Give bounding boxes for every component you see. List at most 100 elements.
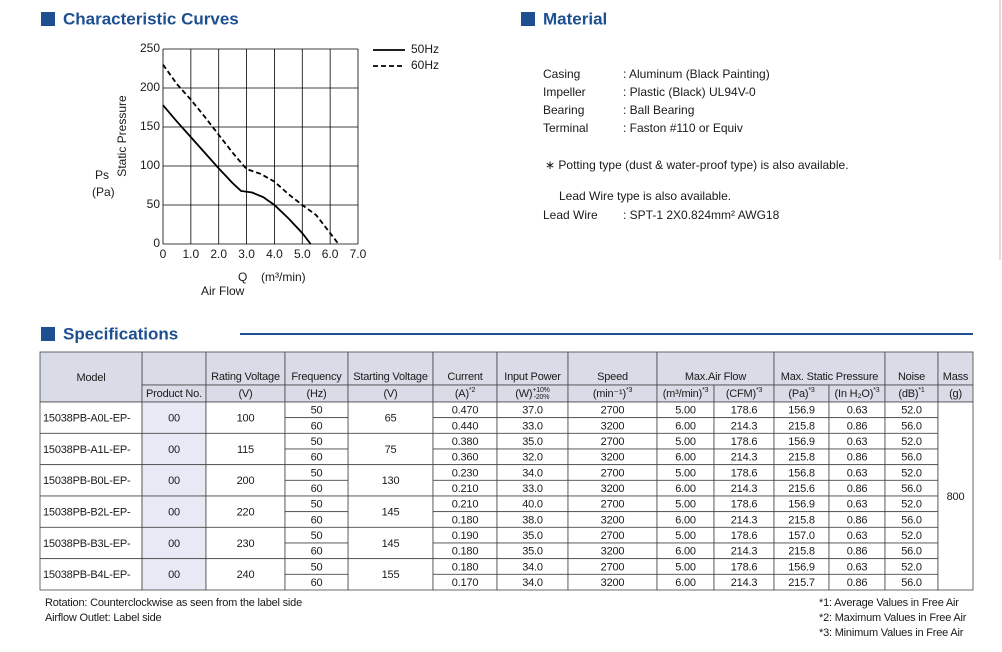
spec-value: 37.0 bbox=[522, 405, 543, 417]
table-header: Max. Static Pressure bbox=[781, 371, 879, 383]
spec-value: 56.0 bbox=[901, 514, 922, 526]
spec-value: 178.6 bbox=[731, 530, 758, 542]
spec-value: 34.0 bbox=[522, 577, 543, 589]
section-title: Characteristic Curves bbox=[63, 9, 239, 28]
spec-value: 6.00 bbox=[675, 420, 696, 432]
starting-voltage: 65 bbox=[385, 413, 397, 425]
spec-value: 0.180 bbox=[452, 561, 479, 573]
unit-text: (Hz) bbox=[307, 388, 327, 400]
table-cell bbox=[39, 558, 143, 591]
table-header: Frequency bbox=[291, 371, 342, 383]
spec-value: 56.0 bbox=[901, 420, 922, 432]
axis-label: Air Flow bbox=[201, 284, 245, 298]
spec-value: 0.180 bbox=[452, 514, 479, 526]
spec-value: 214.3 bbox=[731, 514, 758, 526]
table-cell bbox=[656, 351, 775, 386]
spec-value: 50 bbox=[311, 561, 323, 573]
unit-text: (Pa) bbox=[788, 388, 808, 400]
spec-value: 34.0 bbox=[522, 467, 543, 479]
series-line bbox=[162, 104, 312, 245]
rating-voltage: 200 bbox=[237, 475, 255, 487]
x-tick-label: 3.0 bbox=[238, 247, 255, 261]
spec-value: 0.63 bbox=[847, 561, 868, 573]
spec-value: 6.00 bbox=[675, 483, 696, 495]
spec-value: 5.00 bbox=[675, 467, 696, 479]
spec-value: 0.170 bbox=[452, 577, 479, 589]
table-header: Speed bbox=[597, 371, 628, 383]
x-tick-label: 4.0 bbox=[266, 247, 283, 261]
spec-value: 60 bbox=[311, 577, 323, 589]
unit-sup: *3 bbox=[808, 387, 815, 394]
spec-value: 178.6 bbox=[731, 467, 758, 479]
spec-value: 0.86 bbox=[847, 420, 868, 432]
spec-value: 0.190 bbox=[452, 530, 479, 542]
unit-sup: +10% bbox=[532, 387, 549, 394]
spec-value: 34.0 bbox=[522, 561, 543, 573]
spec-value: 214.3 bbox=[731, 420, 758, 432]
y-tick-label: 200 bbox=[140, 80, 160, 94]
axis-unit: (m³/min) bbox=[261, 270, 306, 284]
spec-value: 35.0 bbox=[522, 436, 543, 448]
spec-value: 33.0 bbox=[522, 420, 543, 432]
table-header: Input Power bbox=[504, 371, 561, 383]
table-cell bbox=[205, 432, 286, 466]
spec-value: 0.63 bbox=[847, 405, 868, 417]
spec-value: 0.63 bbox=[847, 436, 868, 448]
material-label: Impeller bbox=[543, 85, 586, 99]
spec-value: 6.00 bbox=[675, 514, 696, 526]
spec-value: 56.0 bbox=[901, 577, 922, 589]
spec-value: 0.360 bbox=[452, 452, 479, 464]
spec-value: 0.230 bbox=[452, 467, 479, 479]
spec-value: 215.8 bbox=[788, 546, 815, 558]
rating-voltage: 220 bbox=[237, 507, 255, 519]
spec-value: 2700 bbox=[601, 499, 625, 511]
material-value: : Aluminum (Black Painting) bbox=[623, 67, 770, 81]
material-note: ∗ Potting type (dust & water-proof type)… bbox=[545, 158, 849, 172]
y-tick-label: 0 bbox=[153, 236, 160, 250]
spec-value: 56.0 bbox=[901, 483, 922, 495]
section-marker bbox=[41, 327, 55, 341]
legend-label: 60Hz bbox=[411, 58, 439, 72]
table-unit: (A)*2 bbox=[455, 387, 476, 400]
rating-voltage: 230 bbox=[237, 538, 255, 550]
material-label: Casing bbox=[543, 67, 580, 81]
footnote: *2: Maximum Values in Free Air bbox=[819, 612, 967, 624]
table-unit: (Hz) bbox=[307, 388, 327, 400]
unit-sup: *1 bbox=[918, 387, 925, 394]
unit-sup: *3 bbox=[756, 387, 763, 394]
x-tick-label: 2.0 bbox=[210, 247, 227, 261]
footer-note: Airflow Outlet: Label side bbox=[45, 612, 162, 624]
footnote: *1: Average Values in Free Air bbox=[819, 597, 959, 609]
table-header: Noise bbox=[898, 371, 925, 383]
spec-value: 0.470 bbox=[452, 405, 479, 417]
x-tick-label: 1.0 bbox=[183, 247, 200, 261]
unit-text: (V) bbox=[383, 388, 397, 400]
spec-value: 5.00 bbox=[675, 561, 696, 573]
legend-label: 50Hz bbox=[411, 42, 439, 56]
material-value: : SPT-1 2X0.824mm² AWG18 bbox=[623, 208, 780, 222]
footer-note: Rotation: Counterclockwise as seen from … bbox=[45, 597, 302, 609]
rating-voltage: 115 bbox=[237, 444, 254, 456]
material-label: Lead Wire bbox=[543, 208, 598, 222]
table-unit: (In H₂O)*3 bbox=[835, 387, 880, 400]
spec-value: 0.86 bbox=[847, 452, 868, 464]
spec-value: 50 bbox=[311, 436, 323, 448]
table-unit: (dB)*1 bbox=[898, 387, 925, 400]
spec-value: 3200 bbox=[601, 514, 625, 526]
material-value: : Ball Bearing bbox=[623, 103, 694, 117]
spec-value: 50 bbox=[311, 467, 323, 479]
table-unit: Product No. bbox=[146, 388, 202, 400]
table-cell bbox=[496, 351, 569, 386]
spec-value: 215.8 bbox=[788, 452, 815, 464]
spec-value: 0.63 bbox=[847, 499, 868, 511]
spec-value: 214.3 bbox=[731, 452, 758, 464]
model-name: 15038PB-A0L-EP- bbox=[43, 413, 131, 425]
table-cell bbox=[284, 573, 349, 591]
spec-value: 52.0 bbox=[901, 405, 922, 417]
spec-value: 40.0 bbox=[522, 499, 543, 511]
spec-value: 52.0 bbox=[901, 436, 922, 448]
spec-value: 0.440 bbox=[452, 420, 479, 432]
table-unit: (CFM)*3 bbox=[726, 387, 763, 400]
unit-text: (g) bbox=[949, 388, 962, 400]
